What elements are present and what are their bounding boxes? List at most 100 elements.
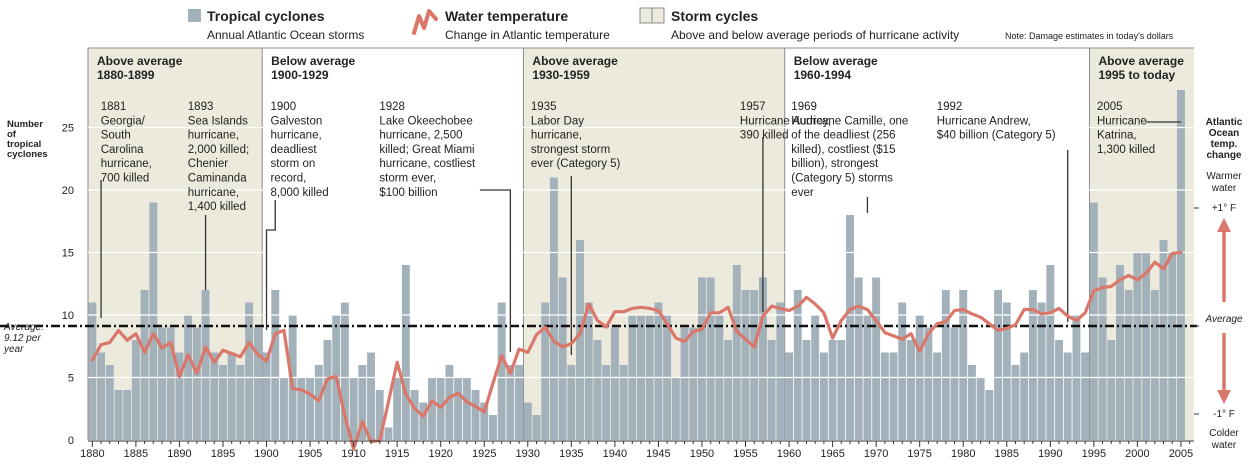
bar-1911 (358, 365, 367, 440)
bar-1992 (1063, 352, 1072, 440)
x-tick-label-1970: 1970 (864, 448, 888, 460)
x-tick-label-1990: 1990 (1038, 448, 1062, 460)
bar-1949 (689, 327, 698, 440)
period-years-2: 1930-1959 (532, 68, 590, 82)
annotation-1900-line-3: deadliest (271, 144, 318, 156)
annotation-1928-line-5: storm ever, (379, 173, 436, 185)
bar-1888 (158, 327, 166, 440)
annotation-1935-line-3: strongest storm (531, 144, 610, 156)
bar-2005 (1176, 90, 1185, 440)
bar-1938 (593, 340, 602, 440)
annotation-1992-line-1: Hurricane Andrew, (937, 115, 1031, 127)
annotation-1900-line-5: record, (271, 173, 307, 185)
x-tick-label-1925: 1925 (472, 448, 496, 460)
colder-label-1: water (1211, 440, 1237, 451)
bar-1978 (941, 290, 950, 440)
x-tick-label-1945: 1945 (646, 448, 670, 460)
bar-1974 (907, 340, 915, 440)
bar-1933 (549, 177, 558, 440)
annotation-1935-line-1: Labor Day (531, 115, 584, 127)
x-tick-label-1965: 1965 (820, 448, 844, 460)
bar-1882 (105, 365, 114, 440)
annotation-1881-line-3: Carolina (101, 144, 144, 156)
bar-1897 (236, 365, 245, 440)
storm-cycle-above-4 (1089, 48, 1194, 440)
annotation-1928-line-0: 1928 (379, 101, 405, 113)
bar-1893 (201, 290, 210, 440)
bar-1881 (97, 352, 106, 440)
temperature-line (90, 250, 1183, 451)
bar-1906 (314, 365, 323, 440)
annotation-1893-line-4: Chenier (188, 158, 228, 170)
bar-1968 (854, 277, 863, 440)
period-years-3: 1960-1994 (794, 68, 852, 82)
annotation-2005-line-2: Katrina, (1097, 130, 1137, 142)
annotation-1928-line-6: $100 billion (379, 187, 437, 199)
x-tick-label-1960: 1960 (777, 448, 801, 460)
annotation-1893-line-0: 1893 (188, 101, 214, 113)
bar-2001 (1142, 252, 1151, 440)
y-tick-25: 25 (62, 123, 74, 135)
warmer-label-0: Warmer (1206, 171, 1242, 182)
bar-1918 (419, 402, 428, 440)
bar-1921 (445, 365, 454, 440)
bar-1896 (227, 352, 236, 440)
left-axis-title-3: cyclones (7, 149, 48, 160)
bar-1885 (131, 340, 140, 440)
bar-1990 (1046, 265, 1055, 440)
bar-1914 (384, 427, 393, 440)
bar-1958 (767, 340, 776, 440)
bar-1939 (602, 365, 611, 440)
annotation-1935-line-0: 1935 (531, 101, 557, 113)
bar-1902 (279, 377, 288, 440)
bar-1925 (480, 402, 489, 440)
bar-1970 (872, 277, 881, 440)
plus-one-label: +1° F (1212, 203, 1236, 214)
bar-1983 (985, 390, 994, 440)
bar-1941 (619, 365, 628, 440)
x-tick-label-1955: 1955 (733, 448, 757, 460)
bar-1884 (123, 390, 132, 440)
bar-1924 (471, 390, 480, 440)
bar-1987 (1020, 352, 1029, 440)
bar-1923 (462, 377, 471, 440)
temperature-polyline (90, 250, 1183, 451)
annotation-1893-line-1: Sea Islands (188, 115, 248, 127)
colder-label-0: Colder (1209, 428, 1239, 439)
y-tick-5: 5 (68, 373, 74, 385)
annotation-1992-line-0: 1992 (937, 101, 963, 113)
annotation-1881-line-0: 1881 (101, 101, 127, 113)
period-years-1: 1900-1929 (271, 68, 329, 82)
bar-1973 (898, 302, 907, 440)
bar-1960 (785, 352, 794, 440)
bar-1984 (994, 290, 1003, 440)
annotation-1957-line-1: Hurricane Audrey, (740, 115, 831, 127)
bar-1977 (933, 352, 942, 440)
bar-1937 (584, 302, 593, 440)
legend-temp-sub: Change in Atlantic temperature (445, 28, 610, 42)
bar-1900 (262, 352, 271, 440)
warmer-arrowhead (1217, 218, 1231, 232)
annotation-1969-line-0: 1969 (791, 101, 817, 113)
bar-1976 (924, 327, 933, 440)
x-tick-label-1915: 1915 (385, 448, 409, 460)
x-tick-label-1885: 1885 (124, 448, 148, 460)
annotation-1900-line-6: 8,000 killed (271, 187, 329, 199)
bar-1929 (515, 365, 524, 440)
bar-1971 (880, 352, 889, 440)
x-tick-label-2000: 2000 (1125, 448, 1149, 460)
bar-1964 (819, 352, 828, 440)
bar-1926 (488, 415, 497, 440)
x-tick-label-1975: 1975 (907, 448, 931, 460)
annotation-1893-line-2: hurricane, (188, 130, 239, 142)
period-label-1: Below average (271, 54, 355, 68)
legend-cycles-title: Storm cycles (671, 8, 758, 24)
bar-1966 (837, 340, 846, 440)
bar-1899 (253, 327, 262, 440)
bar-1901 (271, 290, 280, 440)
annotation-1928-line-3: killed; Great Miami (379, 144, 474, 156)
bar-1910 (349, 377, 358, 440)
